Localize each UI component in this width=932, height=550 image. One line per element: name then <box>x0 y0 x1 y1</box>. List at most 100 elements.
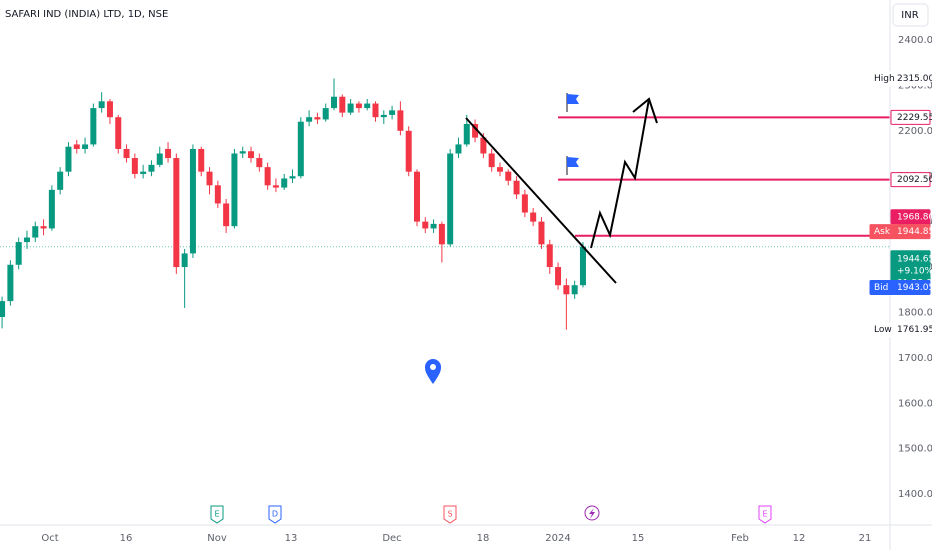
candle-body <box>65 146 72 172</box>
candle-body <box>521 194 528 213</box>
candle-body <box>7 264 14 302</box>
candle-body <box>148 164 155 172</box>
candle-body <box>364 103 371 109</box>
x-tick-label: Dec <box>382 533 401 544</box>
candle-body <box>447 153 454 245</box>
candle-body <box>98 101 105 109</box>
x-tick-label: Oct <box>41 533 58 544</box>
x-tick-label: 12 <box>793 533 806 544</box>
arrow-head <box>632 97 658 124</box>
candle-body <box>73 144 80 149</box>
candle-body <box>90 108 97 145</box>
candle-body <box>347 103 354 113</box>
candle-body <box>239 151 246 154</box>
event-marker <box>443 505 457 524</box>
candle-body <box>322 108 329 120</box>
price-label-tag: Ask <box>874 227 891 237</box>
candle-body <box>579 246 586 286</box>
currency-button[interactable] <box>892 3 929 27</box>
price-label-box <box>869 322 931 338</box>
candle-body <box>0 301 6 317</box>
price-label-box <box>869 71 931 87</box>
candle-body <box>505 171 512 181</box>
path-arrow <box>590 98 650 249</box>
candle-body <box>123 148 130 159</box>
candle-body <box>198 148 205 172</box>
candle-body <box>397 110 404 131</box>
price-label-box <box>890 209 931 225</box>
candle-body <box>40 226 47 229</box>
candle-body <box>82 144 89 149</box>
candle-body <box>281 178 288 188</box>
event-marker <box>268 505 282 524</box>
candle-body <box>23 237 30 243</box>
candle-body <box>297 121 304 177</box>
candle-body <box>546 244 553 268</box>
event-label: D <box>272 510 278 519</box>
candle-body <box>530 212 537 222</box>
y-tick-label: 1800.00 <box>898 307 932 318</box>
candle-body <box>472 123 479 138</box>
candle-body <box>389 110 396 115</box>
candle-body <box>380 114 387 118</box>
x-tick-label: Feb <box>731 533 749 544</box>
candle-body <box>563 285 570 295</box>
y-tick-label: 2400.00 <box>898 35 932 46</box>
trend-line <box>465 117 617 284</box>
candle-body <box>488 153 495 168</box>
candle-body <box>480 137 487 154</box>
candle-body <box>272 185 279 188</box>
price-label-value: 1968.80 <box>897 212 932 222</box>
price-label-box <box>869 279 931 295</box>
candle-body <box>339 96 346 113</box>
event-marker <box>210 505 224 524</box>
candle-body <box>57 171 64 190</box>
candle-body <box>355 103 362 109</box>
y-tick-label: 1500.00 <box>898 444 932 455</box>
price-label-tag: Low <box>874 325 892 335</box>
candle-body <box>115 117 122 149</box>
flag <box>566 93 579 112</box>
candle-body <box>289 176 296 179</box>
y-tick-label: 2200.00 <box>898 126 932 137</box>
candle-body <box>140 171 147 174</box>
event-label: E <box>762 510 767 519</box>
price-label-value: 1944.85 <box>897 227 932 237</box>
candle-body <box>206 171 213 186</box>
event-marker <box>758 505 772 524</box>
candle-body <box>405 130 412 172</box>
price-label-box <box>869 224 931 240</box>
price-label-tag: Bid <box>874 283 888 293</box>
candle-body <box>231 153 238 227</box>
chart-title: SAFARI IND (INDIA) LTD, 1D, NSE <box>5 9 168 20</box>
candle-body <box>422 221 429 229</box>
x-tick-label: 21 <box>859 533 872 544</box>
candle-body <box>15 242 22 265</box>
event-label: E <box>214 510 219 519</box>
candle-body <box>555 267 562 286</box>
flag <box>566 156 579 175</box>
currency-label[interactable]: INR <box>901 10 918 21</box>
candle-body <box>463 123 470 145</box>
x-tick-label: 2024 <box>545 533 570 544</box>
candle-body <box>223 203 230 227</box>
candle-body <box>156 153 163 165</box>
candle-body <box>264 167 271 186</box>
candle-body <box>248 151 255 159</box>
candle-body <box>173 158 180 268</box>
price-label-value: 1944.65 <box>897 254 932 264</box>
price-label-tag: High <box>874 74 895 84</box>
candle-body <box>413 171 420 222</box>
price-label-box <box>890 172 931 188</box>
x-tick-label: 15 <box>632 533 645 544</box>
location-pin <box>425 359 441 384</box>
candle-body <box>214 185 221 204</box>
x-tick-label: Nov <box>207 533 227 544</box>
price-label-box <box>890 109 931 125</box>
y-tick-label: 1600.00 <box>898 398 932 409</box>
price-label-value: 1761.95 <box>897 325 932 335</box>
candle-body <box>189 148 196 254</box>
lightning-event <box>584 505 600 521</box>
